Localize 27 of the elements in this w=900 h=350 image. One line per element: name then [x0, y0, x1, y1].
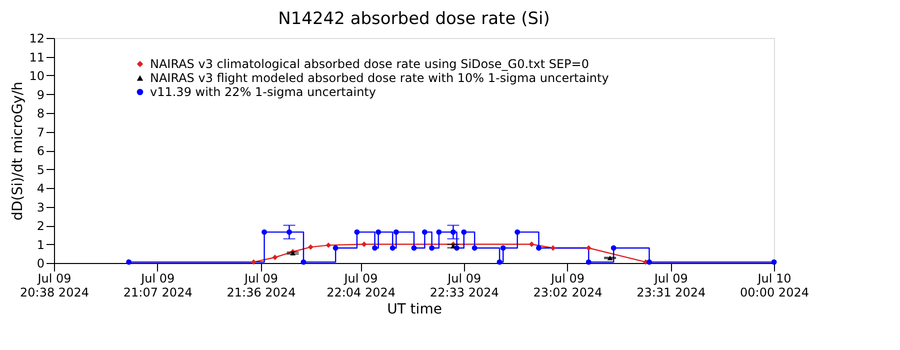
- x-tick-label: Jul 09 20:38 2024: [20, 272, 89, 300]
- chart-title: N14242 absorbed dose rate (Si): [278, 9, 550, 29]
- x-tick-label: Jul 09 21:36 2024: [226, 272, 296, 300]
- y-axis-title: dD(Si)/dt microGy/h: [10, 82, 26, 220]
- y-tick-label: 5: [36, 162, 44, 177]
- legend-label: NAIRAS v3 climatological absorbed dose rate using SiDose_G0.txt SEP=0: [150, 57, 589, 71]
- y-tick-label: 9: [36, 88, 44, 102]
- y-tick-label: 11: [29, 50, 44, 64]
- y-tick-label: 12: [29, 32, 44, 46]
- y-tick-label: 4: [36, 182, 44, 196]
- legend-label: NAIRAS v3 flight modeled absorbed dose rate with 10% 1-sigma uncertainty: [150, 71, 609, 85]
- y-tick-label: 1: [36, 238, 44, 252]
- y-tick-label: 3: [36, 200, 44, 214]
- x-tick-label: Jul 09 22:33 2024: [430, 272, 499, 300]
- x-tick-label: Jul 09 23:02 2024: [533, 272, 602, 300]
- y-tick-label: 7: [36, 125, 44, 140]
- x-axis-title: UT time: [387, 302, 442, 318]
- legend-label: v11.39 with 22% 1-sigma uncertainty: [150, 85, 376, 99]
- y-tick-label: 6: [36, 144, 44, 158]
- y-tick-label: 8: [36, 106, 44, 120]
- x-tick-label: Jul 09 21:07 2024: [123, 272, 192, 300]
- y-tick-label: 10: [29, 69, 44, 83]
- y-tick-label: 0: [36, 256, 44, 270]
- x-tick-label: Jul 09 22:04 2024: [326, 272, 396, 300]
- x-tick-label: Jul 09 23:31 2024: [636, 272, 706, 300]
- y-tick-label: 2: [36, 219, 44, 233]
- x-tick-label: Jul 10 00:00 2024: [740, 272, 809, 300]
